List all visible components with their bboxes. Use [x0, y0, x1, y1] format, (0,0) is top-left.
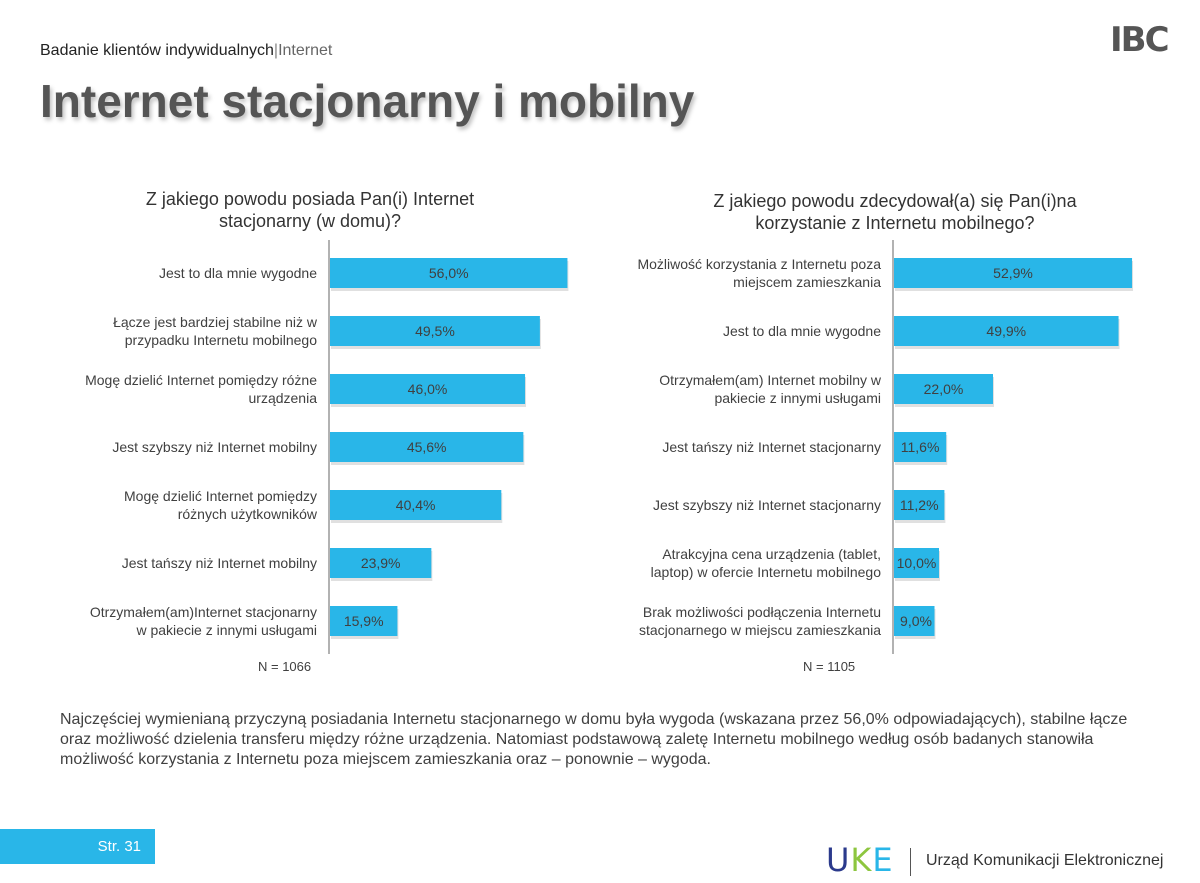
- left-chart-category-label-line: Jest szybszy niż Internet mobilny: [112, 439, 317, 455]
- left-chart-value-label: 45,6%: [407, 439, 447, 455]
- right-chart-value-label: 22,0%: [924, 381, 964, 397]
- left-chart-bar: [330, 316, 540, 346]
- right-chart-category-label: Jest szybszy niż Internet stacjonarny: [653, 497, 881, 513]
- left-chart-category-label: Otrzymałem(am)Internet stacjonarny w paki…: [90, 604, 317, 638]
- right-chart-category-label: Jest tańszy niż Internet stacjonarny: [662, 439, 881, 455]
- breadcrumb-sub: Internet: [278, 42, 333, 59]
- organization-name: Urząd Komunikacji Elektronicznej: [926, 852, 1164, 869]
- chart-title-left-line2: stacjonarny (w domu)?: [218, 211, 402, 231]
- right-chart-bar: [894, 490, 945, 520]
- left-chart-value-label: 49,5%: [415, 323, 455, 339]
- sample-size-right: N = 1105: [803, 659, 856, 674]
- chart-title-right-line2: korzystanie z Internetu mobilnego?: [755, 213, 1035, 233]
- right-chart-category-label-line: Otrzymałem(am) Internet mobilny w: [659, 372, 882, 388]
- right-chart-category-label: Jest to dla mnie wygodne: [723, 323, 881, 339]
- right-chart-category-label: Możliwość korzystania z Internetu poza mi…: [637, 256, 881, 290]
- right-chart-bar: [894, 606, 935, 636]
- left-chart-value-label: 40,4%: [396, 497, 436, 513]
- right-chart-category-label-line: Jest szybszy niż Internet stacjonarny: [653, 497, 881, 513]
- left-chart-category-label-line: Mogę dzielić Internet pomiędzy: [124, 488, 317, 504]
- right-chart-category-label-line: Brak możliwości podłączenia Internetu: [643, 604, 881, 620]
- right-chart-category-label-line: Atrakcyjna cena urządzenia (tablet,: [662, 546, 881, 562]
- right-chart-category-label-line: Jest tańszy niż Internet stacjonarny: [662, 439, 881, 455]
- breadcrumb: Badanie klientów indywidualnych|Internet: [40, 42, 332, 60]
- right-chart-bar: [894, 316, 1119, 346]
- right-chart-category-label-line: pakiecie z innymi usługami: [714, 390, 881, 406]
- page-title: Internet stacjonarny i mobilny: [40, 75, 695, 127]
- left-chart-category-label-line: Łącze jest bardziej stabilne niż w: [113, 314, 318, 330]
- sample-size-left: N = 1066: [258, 659, 312, 674]
- left-chart-category-label-line: w pakiecie z innymi usługami: [135, 622, 317, 638]
- left-chart-category-label-line: urządzenia: [249, 390, 318, 406]
- left-chart-category-label-line: przypadku Internetu mobilnego: [125, 332, 317, 348]
- right-chart-bar: [894, 432, 947, 462]
- right-chart-category-label-line: Jest to dla mnie wygodne: [723, 323, 881, 339]
- ibc-logo: IBC: [1110, 20, 1170, 60]
- right-chart-value-label: 11,2%: [900, 497, 939, 513]
- right-chart-value-label: 10,0%: [897, 555, 937, 571]
- right-chart-value-label: 52,9%: [993, 265, 1033, 281]
- page-number: Str. 31: [97, 838, 141, 855]
- breadcrumb-separator: |: [273, 42, 279, 59]
- left-chart-category-label: Jest tańszy niż Internet mobilny: [122, 555, 317, 571]
- chart-title-left: Z jakiego powodu posiada Pan(i) Internet…: [90, 188, 530, 232]
- left-chart-bar: [330, 432, 524, 462]
- left-chart-category-label: Łącze jest bardziej stabilne niż w przypa…: [113, 314, 318, 348]
- right-chart-bar: [894, 258, 1133, 288]
- left-chart-category-label-line: różnych użytkowników: [178, 506, 318, 522]
- left-chart-value-label: 23,9%: [361, 555, 401, 571]
- left-chart-bar: [330, 548, 432, 578]
- left-chart-category-label: Jest to dla mnie wygodne: [159, 265, 317, 281]
- left-chart-category-label: Mogę dzielić Internet pomiędzy różne urzą…: [85, 372, 317, 406]
- left-chart-bar: [330, 374, 526, 404]
- summary-text: Najczęściej wymienianą przyczyną posiada…: [60, 711, 1128, 768]
- right-chart-category-label: Atrakcyjna cena urządzenia (tablet, lapto…: [651, 546, 882, 580]
- left-chart-category-label-line: Jest to dla mnie wygodne: [159, 265, 317, 281]
- left-chart-value-label: 46,0%: [408, 381, 448, 397]
- right-chart-value-label: 49,9%: [986, 323, 1026, 339]
- chart-left: 56,0% Jest to dla mnie wygodne 49,5% Łącze …: [85, 240, 569, 654]
- uke-logo-letter-e: E: [872, 841, 894, 879]
- right-chart-value-label: 9,0%: [900, 613, 932, 629]
- left-chart-category-label-line: Mogę dzielić Internet pomiędzy różne: [85, 372, 317, 388]
- uke-logo-letter-k: K: [850, 841, 873, 879]
- chart-title-left-line1: Z jakiego powodu posiada Pan(i) Internet: [145, 189, 475, 209]
- right-chart-bar: [894, 548, 939, 578]
- left-chart-value-label: 56,0%: [429, 265, 469, 281]
- right-chart-category-label-line: Możliwość korzystania z Internetu poza: [637, 256, 881, 272]
- footer-divider: [910, 848, 911, 876]
- left-chart-category-label-line: Jest tańszy niż Internet mobilny: [122, 555, 317, 571]
- right-chart-category-label-line: laptop) w ofercie Internetu mobilnego: [651, 564, 882, 580]
- uke-logo-letter-u: U: [826, 841, 851, 879]
- right-chart-bar: [894, 374, 993, 404]
- chart-right: 52,9% Możliwość korzystania z Internetu p…: [637, 240, 1134, 654]
- right-chart-category-label: Brak możliwości podłączenia Internetu sta…: [639, 604, 881, 638]
- right-chart-category-label-line: stacjonarnego w miejscu zamieszkania: [639, 622, 881, 638]
- right-chart-category-label-line: miejscem zamieszkania: [733, 274, 881, 290]
- chart-title-right-line1: Z jakiego powodu zdecydował(a) się Pan(i…: [713, 191, 1077, 211]
- breadcrumb-main: Badanie klientów indywidualnych: [40, 42, 274, 59]
- right-chart-value-label: 11,6%: [901, 439, 940, 455]
- uke-logo: UKE: [826, 842, 894, 878]
- left-chart-category-label-line: Otrzymałem(am)Internet stacjonarny: [90, 604, 317, 620]
- left-chart-bar: [330, 490, 502, 520]
- right-chart-category-label: Otrzymałem(am) Internet mobilny w pakieci…: [659, 372, 882, 406]
- chart-title-right: Z jakiego powodu zdecydował(a) się Pan(i…: [670, 190, 1120, 234]
- left-chart-bar: [330, 606, 398, 636]
- left-chart-bar: [330, 258, 568, 288]
- left-chart-value-label: 15,9%: [344, 613, 384, 629]
- page-number-badge: Str. 31: [0, 829, 155, 864]
- left-chart-category-label: Jest szybszy niż Internet mobilny: [112, 439, 317, 455]
- left-chart-category-label: Mogę dzielić Internet pomiędzy różnych uż…: [124, 488, 318, 522]
